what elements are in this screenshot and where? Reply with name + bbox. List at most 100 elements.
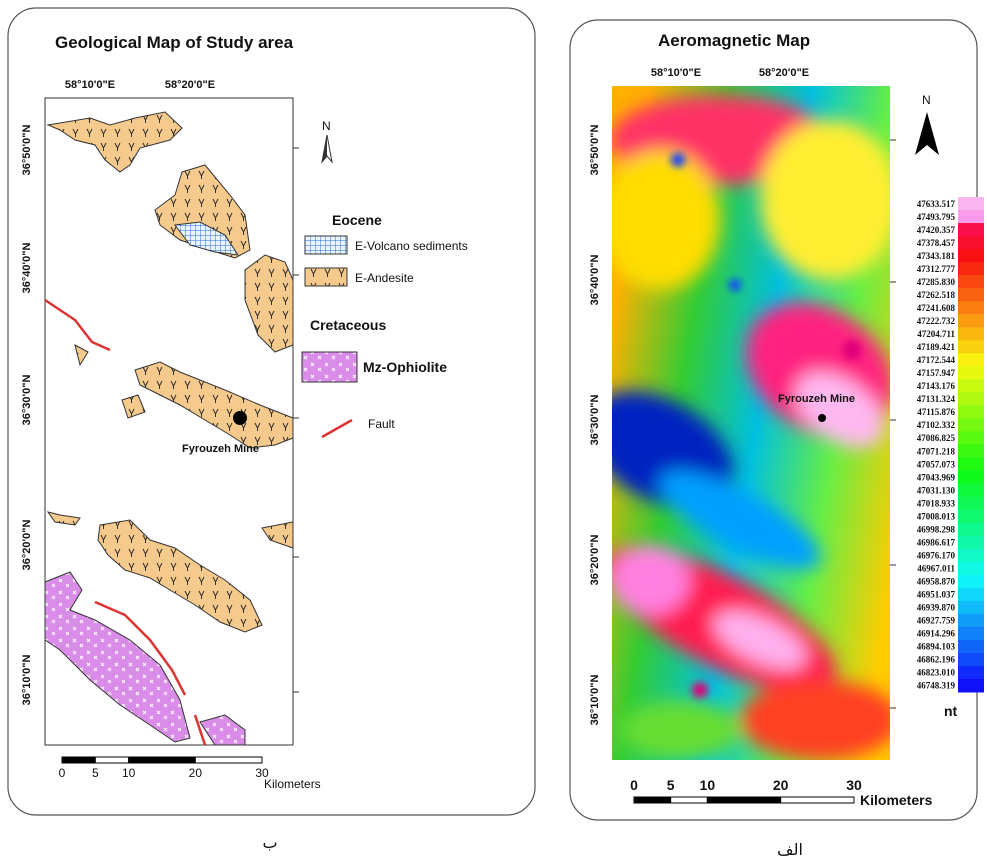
legend-swatch xyxy=(302,352,357,382)
scale-segment xyxy=(129,757,196,763)
scale-label: 10 xyxy=(122,766,136,780)
caption: الف xyxy=(777,840,803,859)
scale-label: 0 xyxy=(630,777,638,793)
colorbar-swatch xyxy=(958,497,984,511)
legend-heading: Cretaceous xyxy=(310,317,386,333)
colorbar-swatch xyxy=(958,314,984,328)
colorbar-swatch xyxy=(958,679,984,693)
colorbar-label: 47343.181 xyxy=(917,251,956,261)
scale-label: 20 xyxy=(189,766,203,780)
scale-label: 5 xyxy=(92,766,99,780)
colorbar-label: 47204.711 xyxy=(917,329,955,339)
colorbar-swatch xyxy=(958,523,984,537)
scale-segment xyxy=(195,757,262,763)
longitude-label: 58°10'0"E xyxy=(651,67,701,79)
scale-unit: Kilometers xyxy=(860,792,933,808)
longitude-label: 58°20'0"E xyxy=(759,67,809,79)
colorbar-swatch xyxy=(958,301,984,315)
colorbar-label: 46823.010 xyxy=(917,668,956,678)
colorbar-label: 47018.933 xyxy=(917,498,956,508)
scale-segment xyxy=(671,797,708,803)
colorbar-swatch xyxy=(958,210,984,224)
scale-unit: Kilometers xyxy=(264,777,321,791)
figure: Geological Map of Study area Fyrouzeh Mi… xyxy=(0,0,987,859)
colorbar-label: 47086.825 xyxy=(917,433,956,443)
colorbar-label: 47633.517 xyxy=(917,199,956,209)
colorbar-unit: nt xyxy=(944,703,958,719)
colorbar-swatch xyxy=(958,353,984,367)
scale-label: 10 xyxy=(700,777,716,793)
colorbar-swatch xyxy=(958,575,984,589)
colorbar-label: 46862.196 xyxy=(917,655,956,665)
colorbar-label: 46967.011 xyxy=(917,564,955,574)
colorbar-swatch xyxy=(958,418,984,432)
colorbar-swatch xyxy=(958,536,984,550)
colorbar-swatch xyxy=(958,510,984,524)
colorbar-label: 47143.176 xyxy=(917,381,956,391)
colorbar-swatch xyxy=(958,445,984,459)
colorbar-label: 46986.617 xyxy=(917,537,956,547)
colorbar-label: 47285.830 xyxy=(917,277,956,287)
colorbar-label: 47189.421 xyxy=(917,342,956,352)
colorbar-label: 46998.298 xyxy=(917,524,956,534)
colorbar-label: 47008.013 xyxy=(917,511,956,521)
colorbar-label: 46748.319 xyxy=(917,681,956,691)
colorbar-label: 46927.759 xyxy=(917,616,956,626)
scale-label: 20 xyxy=(773,777,789,793)
colorbar-swatch xyxy=(958,366,984,380)
scale-label: 0 xyxy=(59,766,66,780)
latitude-label: 36°40'0"N xyxy=(589,255,601,306)
latitude-label: 36°30'0"N xyxy=(21,375,33,426)
colorbar-label: 47131.324 xyxy=(917,394,956,404)
latitude-label: 36°10'0"N xyxy=(589,675,601,726)
colorbar-label: 46939.870 xyxy=(917,603,956,613)
colorbar-swatch xyxy=(958,327,984,341)
panel-title: Aeromagnetic Map xyxy=(658,31,810,50)
panel-title: Geological Map of Study area xyxy=(55,33,294,52)
colorbar-swatch xyxy=(958,471,984,485)
colorbar-label: 47057.073 xyxy=(917,459,956,469)
colorbar-swatch xyxy=(958,627,984,641)
colorbar-swatch xyxy=(958,549,984,563)
latitude-label: 36°20'0"N xyxy=(21,520,33,571)
colorbar-label: 47115.876 xyxy=(917,407,955,417)
scale-segment xyxy=(95,757,128,763)
legend-swatch xyxy=(305,268,347,286)
colorbar-swatch xyxy=(958,379,984,393)
legend-swatch xyxy=(305,236,347,254)
legend-label: E-Volcano sediments xyxy=(355,239,468,253)
colorbar-label: 47378.457 xyxy=(917,238,956,248)
colorbar-swatch xyxy=(958,588,984,602)
colorbar-swatch xyxy=(958,458,984,472)
colorbar-swatch xyxy=(958,484,984,498)
latitude-label: 36°30'0"N xyxy=(589,395,601,446)
colorbar-label: 47102.332 xyxy=(917,420,956,430)
scale-label: 5 xyxy=(667,777,675,793)
mine-label: Fyrouzeh Mine xyxy=(182,443,259,455)
colorbar-label: 47312.777 xyxy=(917,264,956,274)
colorbar-swatch xyxy=(958,262,984,276)
legend-heading: Eocene xyxy=(332,212,382,228)
latitude-label: 36°20'0"N xyxy=(589,535,601,586)
colorbar-swatch xyxy=(958,614,984,628)
colorbar-swatch xyxy=(958,562,984,576)
magnetic-grid xyxy=(566,86,920,760)
colorbar-swatch xyxy=(958,340,984,354)
colorbar-label: 47071.218 xyxy=(917,446,956,456)
scale-segment xyxy=(781,797,854,803)
colorbar-swatch xyxy=(958,288,984,302)
colorbar-label: 47031.130 xyxy=(917,485,956,495)
colorbar-label: 47157.947 xyxy=(917,368,956,378)
longitude-label: 58°20'0"E xyxy=(165,79,215,91)
colorbar-swatch xyxy=(958,431,984,445)
colorbar-label: 47222.732 xyxy=(917,316,956,326)
latitude-label: 36°50'0"N xyxy=(21,125,33,176)
north-label: N xyxy=(322,119,331,133)
legend-label: E-Andesite xyxy=(355,271,414,285)
latitude-label: 36°50'0"N xyxy=(589,125,601,176)
colorbar-label: 47262.518 xyxy=(917,290,956,300)
colorbar-swatch xyxy=(958,197,984,211)
colorbar-label: 47172.544 xyxy=(917,355,956,365)
colorbar-swatch xyxy=(958,653,984,667)
colorbar-swatch xyxy=(958,640,984,654)
